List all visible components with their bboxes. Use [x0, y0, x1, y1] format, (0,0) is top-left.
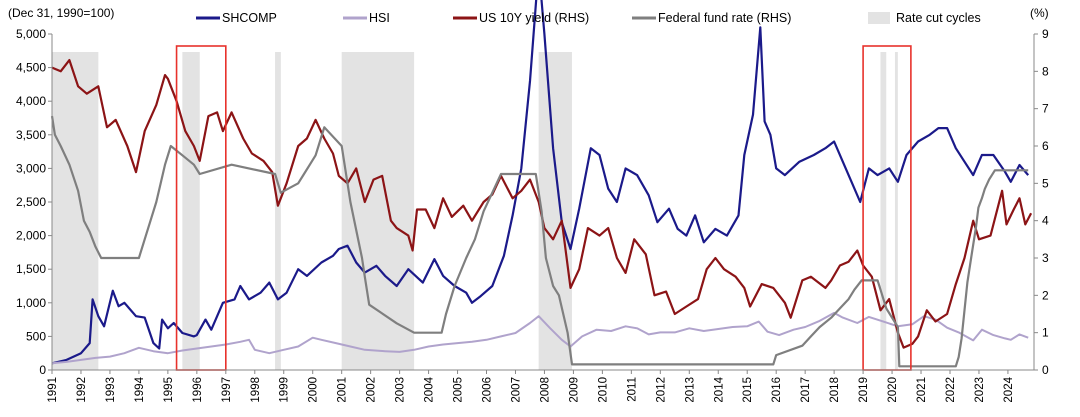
rate-cut-shading-layer	[52, 52, 898, 370]
x-tick-label-31: 2022	[945, 377, 957, 403]
legend-label-0: SHCOMP	[222, 11, 277, 25]
x-tick-label-16: 2007	[510, 377, 522, 403]
axes-layer: (Dec 31, 1990=100) (%) 0 500 1,000 1,500 2,0…	[8, 6, 1049, 403]
x-tick-label-25: 2016	[771, 377, 783, 403]
x-tick-label-32: 2023	[974, 377, 986, 403]
right-tick-label-4: 4	[1042, 214, 1049, 228]
x-tick-label-17: 2008	[539, 377, 551, 403]
left-tick-label-0: 0	[39, 363, 46, 377]
series-line-hsi	[51, 311, 1029, 365]
x-tick-label-2: 1993	[105, 377, 117, 403]
rate-cut-shade-5	[880, 52, 887, 370]
rate-cut-shade-6	[894, 52, 898, 370]
right-tick-label-3: 3	[1042, 251, 1049, 265]
x-tick-label-1: 1992	[76, 377, 88, 403]
x-tick-label-5: 1996	[192, 377, 204, 403]
left-tick-label-2: 1,000	[16, 296, 46, 310]
right-axis-note: (%)	[1030, 6, 1049, 20]
left-tick-label-9: 4,500	[16, 61, 46, 75]
right-tick-label-5: 5	[1042, 176, 1049, 190]
left-axis-note: (Dec 31, 1990=100)	[8, 6, 114, 20]
rate-cut-shade-1	[182, 52, 200, 370]
x-tick-label-24: 2015	[742, 377, 754, 403]
x-tick-label-27: 2018	[829, 377, 841, 403]
x-tick-label-14: 2005	[453, 377, 465, 403]
legend-label-2: US 10Y yield (RHS)	[479, 11, 589, 25]
x-tick-label-6: 1997	[221, 377, 233, 403]
x-tick-label-23: 2014	[713, 376, 725, 402]
rate-cut-shade-2	[275, 52, 281, 370]
legend: SHCOMP HSI US 10Y yield (RHS) Federal fund …	[196, 11, 981, 25]
x-tick-label-29: 2020	[887, 377, 899, 403]
x-tick-label-7: 1998	[250, 377, 262, 403]
right-tick-label-6: 6	[1042, 139, 1049, 153]
rate-cut-shade-3	[341, 52, 415, 370]
legend-swatch-rate-cut-cycles	[868, 12, 890, 24]
x-tick-label-0: 1991	[47, 377, 59, 403]
left-tick-label-3: 1,500	[16, 262, 46, 276]
x-tick-label-4: 1995	[163, 377, 175, 403]
x-tick-label-22: 2013	[684, 377, 696, 403]
left-tick-label-7: 3,500	[16, 128, 46, 142]
x-tick-label-28: 2019	[858, 377, 870, 403]
x-tick-label-10: 2001	[337, 377, 349, 403]
right-tick-label-7: 7	[1042, 102, 1049, 116]
x-tick-label-18: 2009	[568, 377, 580, 403]
x-tick-label-8: 1999	[279, 377, 291, 403]
x-tick-label-19: 2010	[597, 377, 609, 403]
left-tick-label-10: 5,000	[16, 27, 46, 41]
highlight-box-1	[862, 45, 912, 371]
right-tick-label-1: 1	[1042, 326, 1049, 340]
x-tick-label-11: 2002	[366, 377, 378, 403]
left-tick-label-4: 2,000	[16, 229, 46, 243]
x-tick-label-26: 2017	[800, 377, 812, 403]
left-tick-label-5: 2,500	[16, 195, 46, 209]
rate-cut-shade-4	[538, 52, 572, 370]
x-tick-label-33: 2024	[1003, 376, 1015, 402]
x-tick-label-20: 2011	[626, 377, 638, 402]
x-tick-label-15: 2006	[482, 377, 494, 403]
x-tick-label-30: 2021	[916, 377, 928, 403]
right-tick-label-2: 2	[1042, 288, 1049, 302]
x-tick-label-12: 2003	[395, 377, 407, 403]
x-tick-label-9: 2000	[308, 377, 320, 403]
right-tick-label-8: 8	[1042, 64, 1049, 78]
right-tick-label-0: 0	[1042, 363, 1049, 377]
right-tick-label-9: 9	[1042, 27, 1049, 41]
x-tick-label-13: 2004	[424, 376, 436, 402]
x-tick-label-21: 2012	[655, 377, 667, 403]
left-tick-label-8: 4,000	[16, 94, 46, 108]
left-tick-label-6: 3,000	[16, 161, 46, 175]
legend-label-3: Federal fund rate (RHS)	[658, 11, 791, 25]
series-line-federal-fund-rate-rhs	[50, 115, 1029, 368]
legend-label-1: HSI	[369, 11, 390, 25]
series-layer	[50, 0, 1033, 368]
left-tick-label-1: 500	[26, 329, 46, 343]
series-line-us-10y-yield-rhs	[51, 59, 1033, 349]
x-tick-label-3: 1994	[134, 376, 146, 402]
series-line-shcomp	[51, 0, 1030, 365]
legend-label-4: Rate cut cycles	[896, 11, 981, 25]
